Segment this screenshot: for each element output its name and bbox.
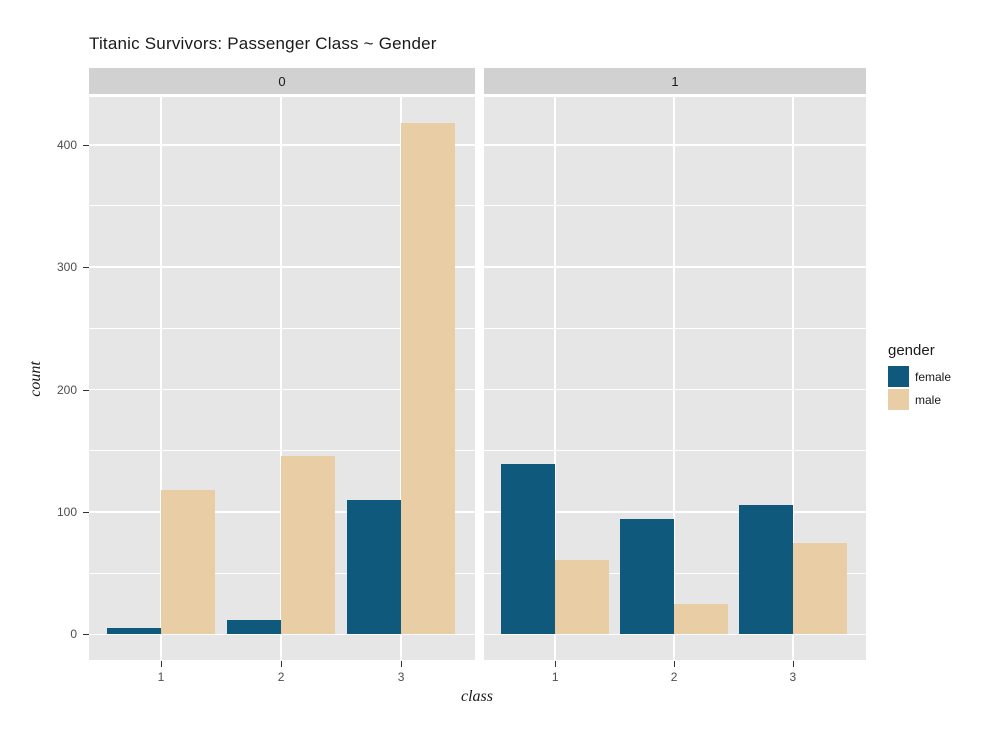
y-tick-label-100: 100 bbox=[56, 504, 77, 519]
gridline-major-x2 bbox=[673, 97, 675, 660]
facet-strip-label-0: 0 bbox=[278, 73, 286, 89]
gridline-minor-y150 bbox=[484, 450, 866, 452]
legend: gender female male bbox=[888, 342, 951, 412]
gridline-major-x3 bbox=[791, 97, 794, 660]
y-tick-label-300: 300 bbox=[56, 260, 77, 275]
y-axis-tick-400 bbox=[83, 144, 89, 146]
gridline-major-x3 bbox=[400, 97, 402, 660]
gridline-major-x1 bbox=[160, 97, 162, 660]
facet-strip-label-1: 1 bbox=[671, 73, 679, 89]
x-tick-label-1-1: 1 bbox=[551, 670, 559, 684]
bar-facet0-class2-female bbox=[227, 619, 282, 635]
x-axis-tick-0-2 bbox=[281, 661, 283, 667]
legend-swatch-female bbox=[888, 366, 909, 387]
x-tick-label-0-1: 1 bbox=[157, 670, 165, 684]
gridline-major-y400 bbox=[484, 143, 866, 146]
chart-title: Titanic Survivors: Passenger Class ~ Gen… bbox=[89, 34, 437, 53]
x-axis-tick-0-1 bbox=[160, 661, 162, 667]
gridline-minor-y250 bbox=[89, 327, 475, 329]
bar-facet1-class2-male bbox=[674, 603, 729, 635]
x-tick-label-1-2: 2 bbox=[670, 670, 678, 684]
bar-facet1-class3-female bbox=[738, 504, 793, 635]
gridline-major-y400 bbox=[89, 143, 475, 146]
y-axis-tick-200 bbox=[83, 389, 89, 391]
y-axis-title: count bbox=[27, 361, 44, 397]
gridline-major-x2 bbox=[280, 97, 282, 660]
y-tick-label-400: 400 bbox=[56, 137, 77, 152]
y-axis-tick-300 bbox=[83, 267, 89, 269]
bar-facet0-class3-female bbox=[347, 499, 402, 635]
x-tick-label-0-2: 2 bbox=[277, 670, 285, 684]
y-axis-tick-100 bbox=[83, 511, 89, 513]
y-tick-label-0: 0 bbox=[70, 627, 77, 642]
bar-facet1-class1-male bbox=[555, 559, 610, 635]
bar-facet0-class1-female bbox=[106, 628, 161, 635]
x-axis-tick-1-2 bbox=[674, 661, 676, 667]
legend-item-male: male bbox=[888, 389, 951, 410]
x-axis-tick-1-1 bbox=[555, 661, 557, 667]
gridline-minor-y350 bbox=[89, 205, 475, 207]
x-axis-tick-0-3 bbox=[401, 661, 403, 667]
facet-strip-0: 0 bbox=[89, 68, 475, 94]
bar-facet1-class3-male bbox=[792, 542, 847, 635]
bar-facet1-class2-female bbox=[620, 519, 675, 635]
gridline-major-y100 bbox=[484, 511, 866, 513]
legend-label-male: male bbox=[915, 392, 942, 407]
gridline-major-y300 bbox=[89, 266, 475, 268]
gridline-major-y200 bbox=[484, 388, 866, 391]
y-axis-tick-0 bbox=[83, 634, 89, 636]
gridline-major-y300 bbox=[484, 266, 866, 268]
gridline-major-x1 bbox=[554, 97, 557, 660]
bar-facet0-class3-male bbox=[401, 122, 456, 635]
gridline-minor-y250 bbox=[484, 327, 866, 329]
x-axis-tick-1-3 bbox=[792, 661, 794, 667]
bar-facet0-class1-male bbox=[160, 489, 215, 635]
y-tick-label-200: 200 bbox=[56, 382, 77, 397]
bar-facet1-class1-female bbox=[501, 464, 556, 635]
x-axis-title: class bbox=[461, 688, 493, 705]
gridline-major-y200 bbox=[89, 388, 475, 391]
gridline-minor-y150 bbox=[89, 450, 475, 452]
facet-panel-0 bbox=[89, 97, 475, 660]
legend-label-female: female bbox=[915, 369, 952, 384]
x-tick-label-1-3: 3 bbox=[789, 670, 797, 684]
facet-strip-1: 1 bbox=[484, 68, 866, 94]
legend-item-female: female bbox=[888, 366, 951, 387]
facet-panel-1 bbox=[484, 97, 866, 660]
x-tick-label-0-3: 3 bbox=[397, 670, 405, 684]
legend-title: gender bbox=[888, 342, 935, 359]
bar-facet0-class2-male bbox=[281, 455, 336, 635]
gridline-minor-y50 bbox=[484, 572, 866, 574]
gridline-major-y0 bbox=[89, 633, 475, 636]
legend-swatch-male bbox=[888, 389, 909, 410]
gridline-minor-y350 bbox=[484, 205, 866, 207]
